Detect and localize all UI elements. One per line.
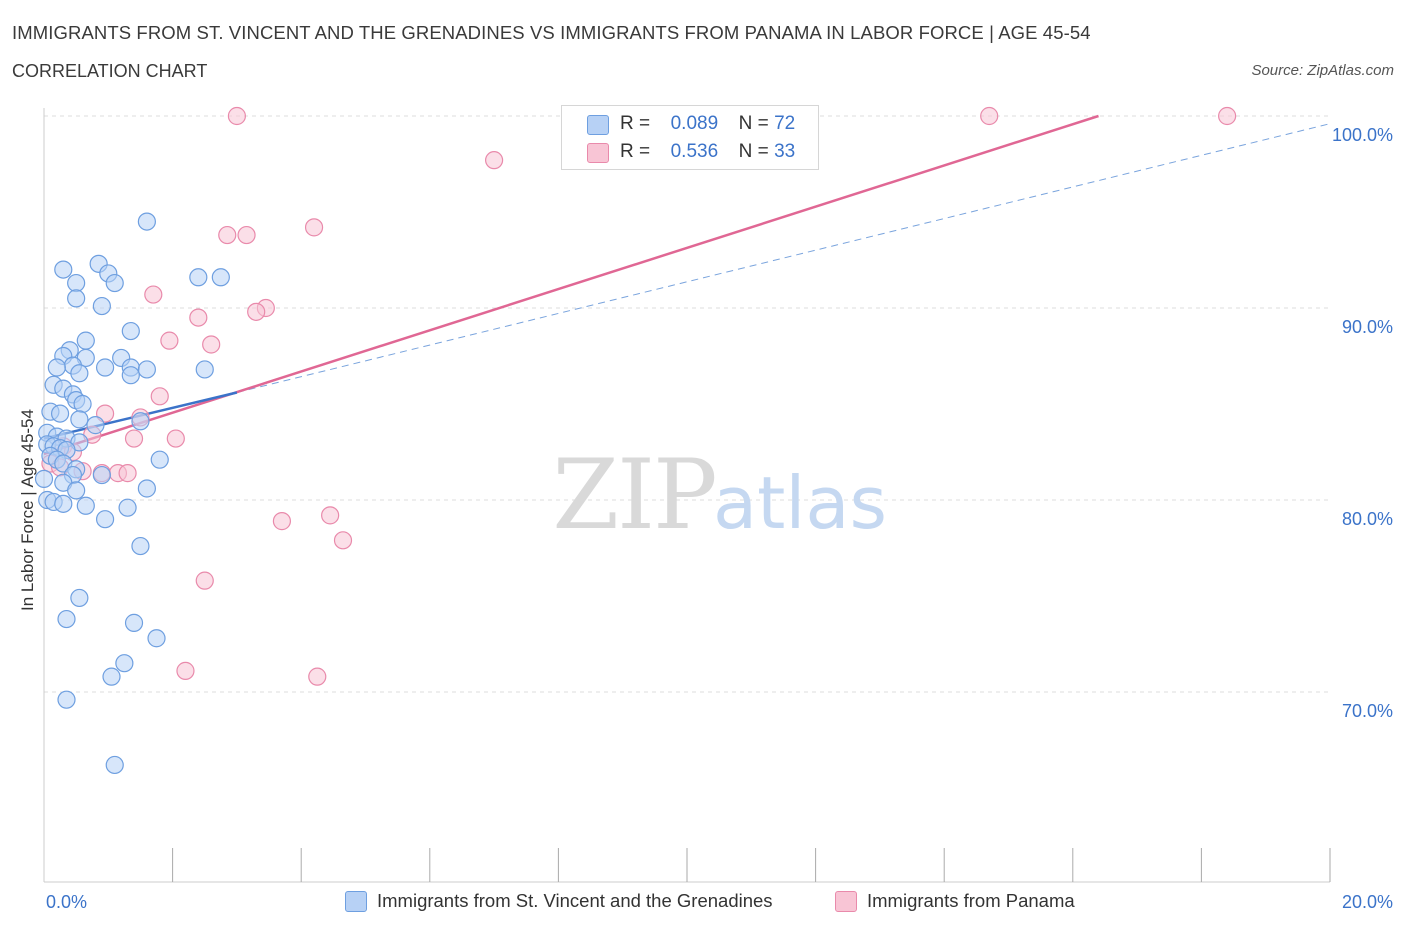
data-point-st-vincent bbox=[76, 496, 95, 515]
data-point-st-vincent bbox=[137, 212, 156, 231]
tick-labels: 100.0% 90.0% 80.0% 70.0% 0.0% 20.0% bbox=[46, 125, 1393, 912]
data-point-panama bbox=[237, 225, 256, 245]
data-point-panama bbox=[150, 387, 169, 406]
data-point-panama bbox=[1218, 106, 1237, 126]
data-point-panama bbox=[124, 429, 144, 448]
source-credit: Source: ZipAtlas.com bbox=[1251, 62, 1394, 79]
data-point-st-vincent bbox=[131, 412, 150, 431]
data-point-st-vincent bbox=[150, 450, 169, 469]
data-point-st-vincent bbox=[70, 364, 89, 383]
data-point-st-vincent bbox=[92, 296, 111, 316]
bottom-legend-label: Immigrants from St. Vincent and the Gren… bbox=[377, 890, 773, 911]
trend-line-st-vincent-extended bbox=[236, 123, 1331, 393]
data-point-panama bbox=[304, 218, 324, 237]
legend-n-value: 72 bbox=[774, 113, 796, 134]
data-point-st-vincent bbox=[57, 609, 76, 629]
data-point-st-vincent bbox=[118, 498, 137, 517]
data-point-panama bbox=[980, 106, 999, 126]
data-point-st-vincent bbox=[115, 654, 134, 673]
data-point-st-vincent bbox=[54, 260, 73, 279]
data-point-st-vincent bbox=[50, 404, 70, 423]
data-point-st-vincent bbox=[121, 366, 140, 385]
zipatlas-watermark: ZIP atlas bbox=[552, 439, 887, 551]
data-point-panama bbox=[176, 661, 195, 680]
data-point-panama bbox=[218, 225, 237, 245]
y-tick-label: 70.0% bbox=[1342, 701, 1393, 721]
data-point-st-vincent bbox=[92, 465, 111, 485]
data-point-panama bbox=[321, 506, 340, 525]
data-point-st-vincent bbox=[189, 268, 208, 287]
watermark-atlas: atlas bbox=[713, 461, 887, 545]
correlation-legend: R = 0.089 N = 72 R = 0.536 N = 33 bbox=[561, 105, 819, 170]
data-point-st-vincent bbox=[34, 469, 54, 488]
data-point-panama bbox=[272, 512, 292, 531]
data-point-panama bbox=[160, 331, 179, 350]
data-point-panama bbox=[118, 464, 137, 483]
data-point-panama bbox=[308, 667, 327, 686]
legend-swatch-blue bbox=[587, 115, 609, 135]
y-tick-label: 80.0% bbox=[1342, 509, 1393, 529]
data-point-st-vincent bbox=[67, 481, 86, 500]
data-point-st-vincent bbox=[121, 321, 140, 341]
x-tick-label: 20.0% bbox=[1342, 892, 1393, 912]
data-point-st-vincent bbox=[47, 358, 66, 377]
data-point-st-vincent bbox=[67, 273, 86, 293]
grid-lines bbox=[44, 115, 1330, 693]
data-point-st-vincent bbox=[137, 360, 156, 379]
bottom-legend-swatch-blue bbox=[345, 891, 367, 912]
data-point-st-vincent bbox=[95, 510, 115, 529]
data-point-st-vincent bbox=[105, 755, 124, 775]
data-point-st-vincent bbox=[95, 358, 115, 377]
data-point-st-vincent bbox=[137, 479, 156, 498]
data-point-st-vincent bbox=[124, 613, 144, 632]
data-point-st-vincent bbox=[147, 629, 166, 648]
data-point-panama bbox=[195, 571, 214, 590]
legend-r-value: 0.536 bbox=[670, 141, 719, 162]
data-point-st-vincent bbox=[86, 416, 105, 435]
legend-r-value: 0.089 bbox=[670, 113, 719, 134]
data-point-panama bbox=[333, 531, 353, 550]
chart-subtitle: CORRELATION CHART bbox=[12, 61, 208, 81]
y-axis-label: In Labor Force | Age 45-54 bbox=[18, 409, 37, 611]
legend-n-value: 33 bbox=[774, 141, 796, 162]
data-point-panama bbox=[227, 106, 246, 126]
y-tick-label: 100.0% bbox=[1332, 125, 1393, 145]
data-point-st-vincent bbox=[211, 268, 230, 287]
legend-n-label: N = bbox=[738, 113, 769, 134]
bottom-legend-label: Immigrants from Panama bbox=[867, 890, 1075, 911]
data-point-st-vincent bbox=[54, 494, 73, 513]
data-point-panama bbox=[166, 429, 185, 448]
data-point-st-vincent bbox=[131, 536, 150, 556]
legend-r-label: R = bbox=[620, 113, 651, 134]
data-point-st-vincent bbox=[70, 410, 89, 429]
y-tick-label: 90.0% bbox=[1342, 317, 1393, 337]
legend-swatch-pink bbox=[587, 143, 609, 163]
data-point-panama bbox=[247, 302, 266, 321]
data-point-st-vincent bbox=[57, 690, 76, 709]
data-point-st-vincent bbox=[102, 667, 121, 686]
data-point-panama bbox=[144, 285, 163, 304]
data-point-st-vincent bbox=[76, 331, 95, 350]
x-tick-label: 0.0% bbox=[46, 892, 87, 912]
data-point-panama bbox=[485, 151, 504, 170]
legend-r-label: R = bbox=[620, 141, 651, 162]
data-point-panama bbox=[189, 308, 208, 327]
bottom-legend-swatch-pink bbox=[835, 891, 857, 912]
data-point-st-vincent bbox=[70, 588, 89, 608]
legend-n-label: N = bbox=[738, 141, 769, 162]
data-point-st-vincent bbox=[73, 394, 92, 414]
data-point-panama bbox=[202, 335, 221, 354]
chart-title: IMMIGRANTS FROM ST. VINCENT AND THE GREN… bbox=[12, 22, 1091, 43]
series-st-vincent-points bbox=[34, 212, 230, 775]
watermark-zip: ZIP bbox=[552, 439, 715, 551]
data-point-st-vincent bbox=[105, 273, 124, 293]
data-point-st-vincent bbox=[195, 360, 214, 379]
data-point-st-vincent bbox=[67, 289, 86, 308]
